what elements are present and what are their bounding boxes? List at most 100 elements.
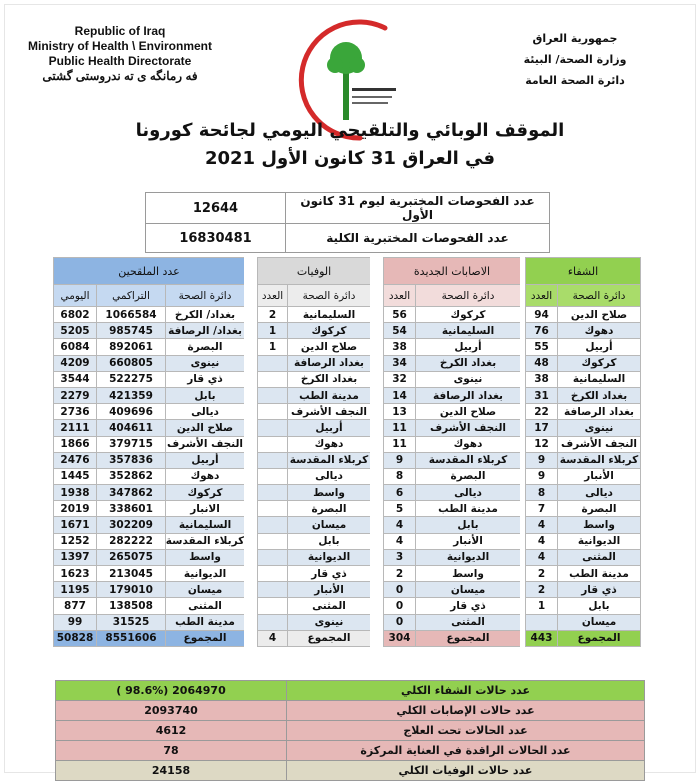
new-cases-province: ديالى: [415, 484, 521, 502]
tests-row: 16830481 عدد الفحوصات المختبرية الكلية: [145, 223, 550, 253]
deaths-total: 4: [257, 629, 288, 647]
summary-label: عدد حالات الوفيات الكلي: [286, 760, 645, 781]
vaccinated-cumulative: 302209: [96, 516, 166, 534]
table-row: 1938 347862 كركوك واسط 6 ديالى 8 ديالى: [53, 484, 641, 502]
spacer: [244, 467, 258, 486]
spacer: [370, 500, 384, 518]
deaths-province: كربلاء المقدسة: [287, 451, 371, 469]
deaths-province: واسط: [287, 484, 371, 502]
spacer: [244, 565, 258, 583]
spacer: [244, 257, 258, 285]
recovery-count: 4: [525, 532, 558, 550]
deaths-province: مدينة الطب: [287, 386, 371, 405]
recovery-province: الديوانية: [557, 532, 641, 550]
deaths-count: [257, 516, 288, 534]
deaths-header: الوفيات: [257, 257, 371, 285]
spacer: [520, 322, 526, 340]
new-cases-province: نينوى: [415, 370, 521, 388]
vaccinated-province: ديالى: [165, 403, 245, 421]
table-row: 2476 357836 أربيل كربلاء المقدسة 9 كربلاء الم…: [53, 451, 641, 469]
header-ar-line: دائرة الصحة العامة: [525, 74, 625, 87]
deaths-province: بغداد الرصافة: [287, 354, 371, 372]
recovery-province: واسط: [557, 516, 641, 534]
recovery-count: [525, 613, 558, 631]
vaccinated-province: واسط: [165, 548, 245, 566]
header-en-line: Republic of Iraq: [74, 24, 166, 38]
vaccinated-daily: 5205: [53, 322, 97, 340]
spacer: [370, 467, 384, 486]
spacer: [244, 370, 258, 388]
recovery-province: بغداد الرصافة: [557, 403, 641, 421]
spacer: [370, 484, 384, 502]
vaccinated-cumulative: 1066584: [96, 306, 166, 324]
col-count: العدد: [383, 284, 416, 307]
new-cases-count: 8: [383, 467, 416, 486]
vaccinated-cumulative: 404611: [96, 419, 166, 437]
vaccinated-province: بغداد/ الرصافة: [165, 322, 245, 340]
recovery-count: 4: [525, 548, 558, 566]
new-cases-count: 2: [383, 565, 416, 583]
header-ar-line: جمهورية العراق: [532, 32, 618, 45]
recovery-count: 2: [525, 581, 558, 599]
recovery-province: السليمانية: [557, 370, 641, 388]
spacer: [520, 284, 526, 307]
vaccinated-cumulative: 338601: [96, 500, 166, 518]
deaths-count: [257, 581, 288, 599]
recovery-province: ميسان: [557, 613, 641, 631]
recovery-count: 4: [525, 516, 558, 534]
recovery-province: ديالى: [557, 484, 641, 502]
deaths-province: بابل: [287, 532, 371, 550]
totals-row: 50828 8551606 المجموع 4 المجموع 304 المجموع 443…: [53, 629, 641, 647]
vaccinated-daily: 1623: [53, 565, 97, 583]
new-cases-province: ذي قار: [415, 597, 521, 615]
table-row: 2019 338601 الانبار البصرة 5 مدينة الطب 7 البصر…: [53, 500, 641, 518]
vaccinated-cumulative: 660805: [96, 354, 166, 372]
spacer: [370, 565, 384, 583]
new-cases-province: السليمانية: [415, 322, 521, 340]
vaccinated-daily: 1252: [53, 532, 97, 550]
new-cases-province: دهوك: [415, 435, 521, 453]
spacer: [520, 403, 526, 421]
deaths-province: بغداد الكرخ: [287, 370, 371, 388]
vaccinated-province: بغداد/ الكرخ: [165, 306, 245, 324]
new-cases-province: مدينة الطب: [415, 500, 521, 518]
spacer: [370, 322, 384, 340]
recovery-count: 1: [525, 597, 558, 615]
recovery-province: دهوك: [557, 322, 641, 340]
col-count: العدد: [257, 284, 288, 307]
recovery-province: المثنى: [557, 548, 641, 566]
vaccinated-header: عدد الملقحين: [53, 257, 245, 285]
col-province: دائرة الصحة: [557, 284, 641, 307]
new-cases-province: بغداد الكرخ: [415, 354, 521, 372]
spacer: [520, 257, 526, 285]
vaccinated-province: المثنى: [165, 597, 245, 615]
deaths-count: [257, 435, 288, 453]
new-cases-count: 11: [383, 419, 416, 437]
spacer: [370, 532, 384, 550]
spacer: [244, 338, 258, 356]
ministry-logo: [298, 19, 396, 141]
recovery-count: 9: [525, 451, 558, 469]
table-row: 99 31525 مدينة الطب نينوى 0 المثنى ميسان: [53, 613, 641, 631]
new-cases-count: 5: [383, 500, 416, 518]
deaths-count: [257, 500, 288, 518]
spacer: [520, 419, 526, 437]
spacer: [244, 284, 258, 307]
vaccinated-daily: 3544: [53, 370, 97, 388]
new-cases-province: النجف الأشرف: [415, 419, 521, 437]
new-cases-count: 38: [383, 338, 416, 356]
deaths-count: [257, 484, 288, 502]
new-cases-count: 0: [383, 581, 416, 599]
summary-label: عدد الحالات الراقدة في العناية المركزة: [286, 740, 645, 761]
new-cases-count: 34: [383, 354, 416, 372]
totals-label: المجموع: [557, 629, 641, 647]
spacer: [244, 403, 258, 421]
recovery-count: 31: [525, 386, 558, 405]
vaccinated-cumulative: 352862: [96, 467, 166, 486]
spacer: [244, 629, 258, 647]
new-cases-province: الديوانية: [415, 548, 521, 566]
new-cases-count: 6: [383, 484, 416, 502]
vaccinated-province: ميسان: [165, 581, 245, 599]
spacer: [520, 532, 526, 550]
recovery-count: 55: [525, 338, 558, 356]
